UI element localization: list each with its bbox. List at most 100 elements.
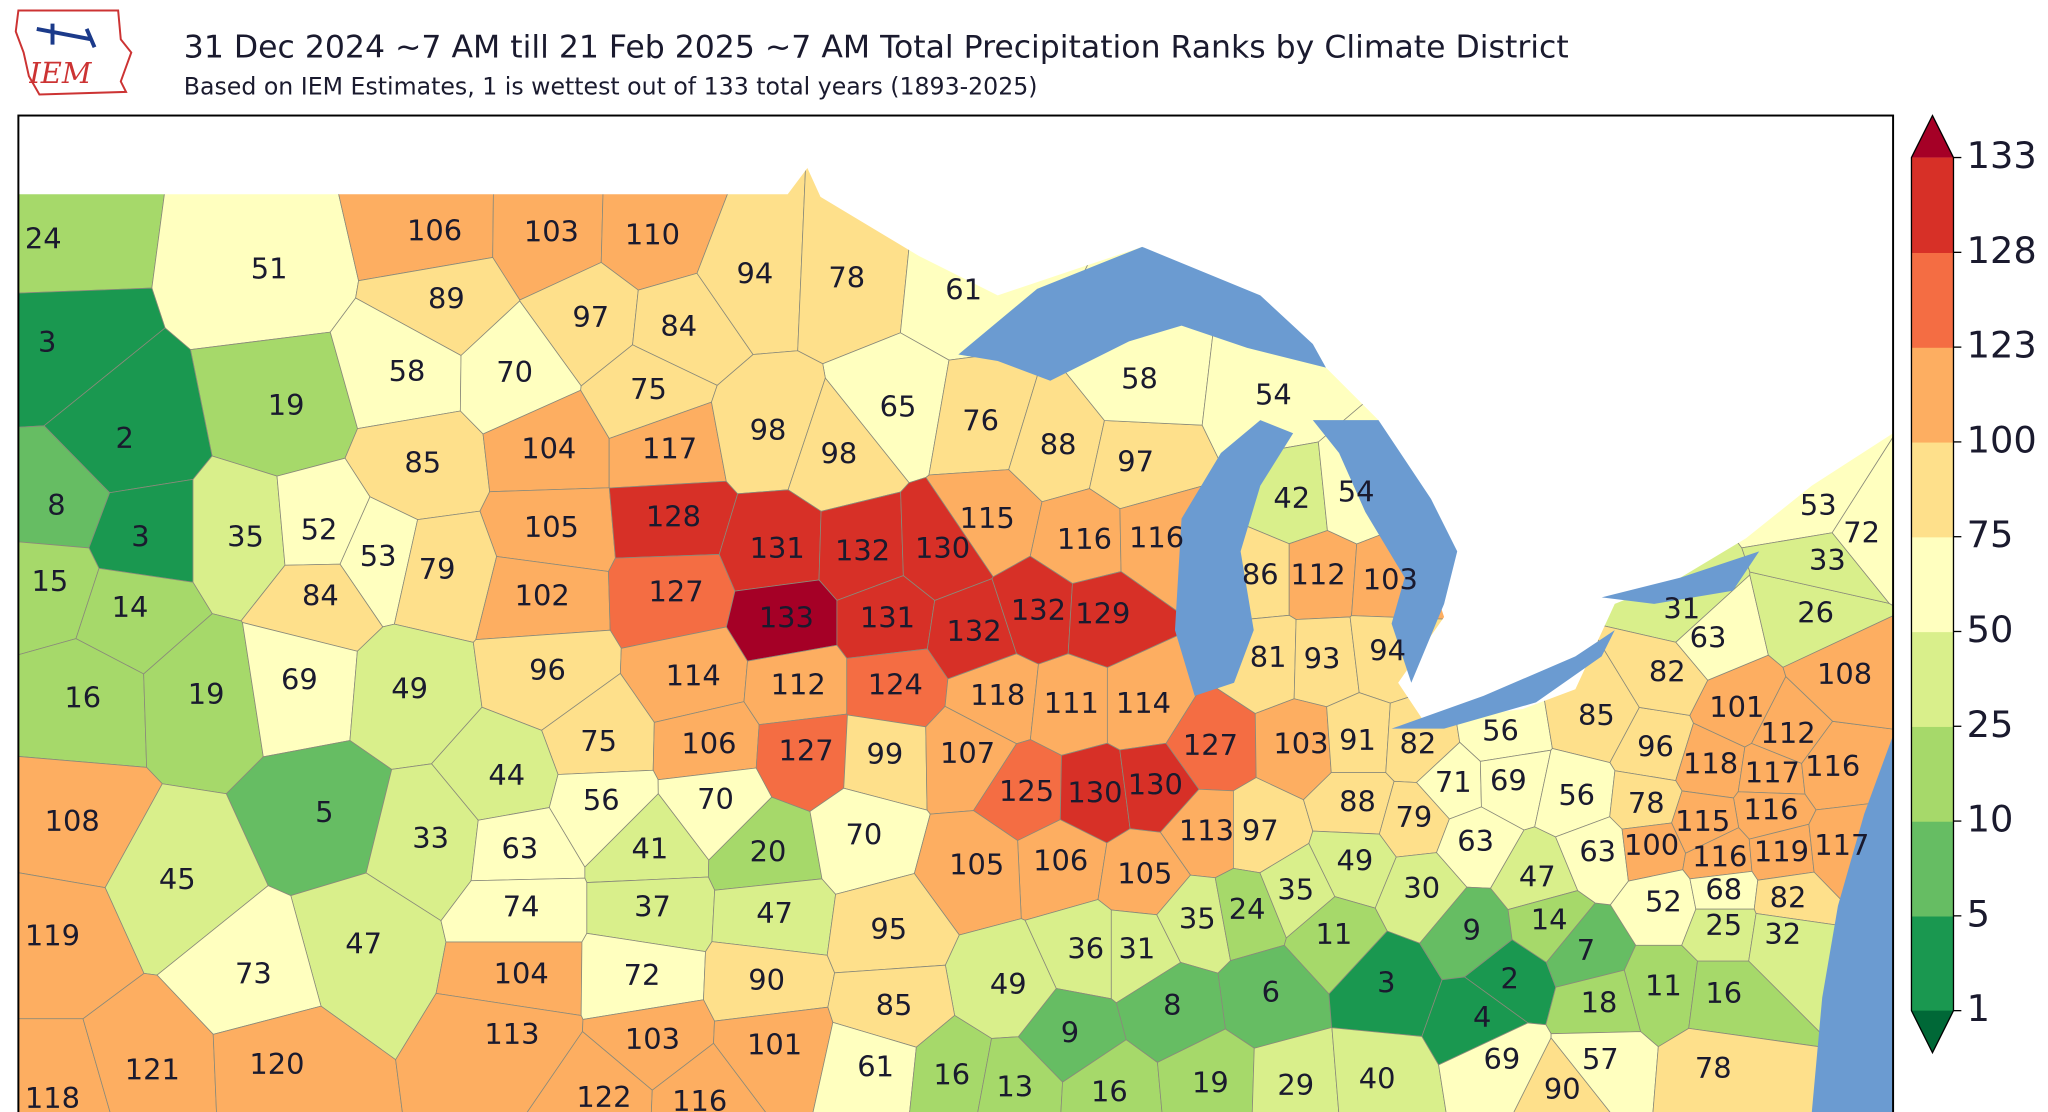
- rank-label: 3: [131, 519, 149, 553]
- rank-label: 130: [915, 531, 970, 565]
- rank-label: 89: [428, 282, 465, 316]
- colorbar-tick-label: 50: [1967, 608, 2014, 651]
- rank-label: 97: [1242, 813, 1279, 847]
- rank-label: 117: [1745, 756, 1800, 790]
- colorbar-bin: [1911, 915, 1954, 1012]
- colorbar-tick-label: 128: [1967, 229, 2037, 272]
- canada-area: [18, 115, 1894, 723]
- rank-label: 130: [1067, 775, 1122, 809]
- district: [276, 457, 371, 566]
- rank-label: 32: [1764, 917, 1801, 951]
- rank-label: 85: [1578, 698, 1615, 732]
- rank-label: 4: [1473, 1000, 1491, 1034]
- lake-huron: [1312, 420, 1458, 683]
- rank-label: 90: [1544, 1072, 1581, 1106]
- rank-label: 117: [642, 431, 697, 465]
- rank-label: 105: [1117, 857, 1172, 891]
- rank-label: 112: [1291, 557, 1346, 591]
- rank-label: 19: [268, 388, 305, 422]
- rank-label: 84: [302, 578, 339, 612]
- rank-label: 18: [1581, 985, 1618, 1019]
- rank-label: 131: [860, 601, 915, 635]
- rank-label: 78: [828, 261, 865, 295]
- rank-label: 61: [857, 1050, 894, 1084]
- rank-label: 101: [1709, 690, 1764, 724]
- rank-label: 101: [747, 1027, 802, 1061]
- rank-label: 58: [389, 354, 426, 388]
- rank-label: 53: [1800, 488, 1837, 522]
- rank-label: 56: [583, 783, 620, 817]
- rank-label: 40: [1359, 1061, 1396, 1095]
- rank-label: 9: [1061, 1016, 1079, 1050]
- rank-label: 98: [821, 437, 858, 471]
- rank-label: 15: [32, 564, 69, 598]
- rank-label: 3: [38, 325, 56, 359]
- rank-label: 35: [1277, 872, 1314, 906]
- rank-label: 53: [360, 539, 397, 573]
- colorbar-tick-label: 1: [1967, 987, 1990, 1030]
- rank-label: 70: [496, 355, 533, 389]
- rank-label: 86: [1242, 557, 1279, 591]
- colorbar-tick-label: 123: [1967, 324, 2037, 367]
- rank-label: 63: [1690, 620, 1727, 654]
- rank-label: 47: [1519, 859, 1556, 893]
- district: [1741, 532, 1891, 605]
- rank-label: 103: [524, 215, 579, 249]
- rank-label: 90: [748, 963, 785, 997]
- rank-label: 115: [1675, 804, 1730, 838]
- rank-label: 51: [251, 251, 288, 285]
- colorbar-tick-label: 25: [1967, 703, 2014, 746]
- rank-label: 84: [660, 309, 697, 343]
- rank-label: 106: [407, 213, 462, 247]
- rank-label: 11: [1645, 968, 1682, 1002]
- rank-label: 52: [1645, 884, 1682, 918]
- rank-label: 19: [1192, 1065, 1229, 1099]
- rank-label: 104: [521, 431, 576, 465]
- rank-label: 106: [1033, 844, 1088, 878]
- colorbar-bin: [1911, 631, 1954, 727]
- rank-label: 33: [1809, 543, 1846, 577]
- rank-label: 24: [25, 221, 62, 255]
- rank-label: 132: [835, 534, 890, 568]
- lake-erie: [1391, 630, 1615, 729]
- rank-label: 35: [1179, 901, 1216, 935]
- colorbar-tick-label: 75: [1967, 513, 2014, 556]
- rank-label: 75: [580, 724, 617, 758]
- rank-label: 121: [125, 1052, 180, 1086]
- rank-label: 103: [1363, 563, 1418, 597]
- rank-label: 82: [1770, 880, 1807, 914]
- rank-label: 25: [1705, 908, 1742, 942]
- rank-label: 79: [419, 552, 456, 586]
- rank-label: 56: [1558, 778, 1595, 812]
- rank-label: 72: [624, 958, 661, 992]
- rank-label: 24: [1229, 892, 1266, 926]
- rank-label: 63: [1579, 834, 1616, 868]
- rank-label: 129: [1075, 597, 1130, 631]
- colorbar-tick-label: 133: [1967, 134, 2037, 177]
- rank-label: 78: [1628, 786, 1665, 820]
- rank-label: 96: [529, 653, 566, 687]
- rank-label: 11: [1315, 917, 1352, 951]
- rank-label: 94: [1369, 633, 1406, 667]
- rank-label: 30: [1403, 871, 1440, 905]
- colorbar-bin: [1911, 726, 1954, 822]
- rank-label: 95: [870, 912, 907, 946]
- district: [650, 1042, 766, 1112]
- rank-label: 8: [1163, 988, 1181, 1022]
- rank-label: 127: [1183, 728, 1238, 762]
- rank-label: 132: [1011, 593, 1066, 627]
- rank-label: 9: [1462, 913, 1480, 947]
- rank-label: 5: [315, 795, 333, 829]
- colorbar-bin: [1911, 347, 1954, 443]
- rank-label: 31: [1119, 932, 1156, 966]
- rank-label: 47: [345, 926, 382, 960]
- rank-label: 16: [1091, 1075, 1128, 1109]
- rank-label: 102: [515, 578, 570, 612]
- subtitle: Based on IEM Estimates, 1 is wettest out…: [184, 72, 1038, 100]
- rank-label: 116: [1692, 840, 1747, 874]
- rank-label: 88: [1339, 784, 1376, 818]
- colorbar-tick-label: 10: [1967, 798, 2014, 841]
- rank-label: 16: [64, 681, 101, 715]
